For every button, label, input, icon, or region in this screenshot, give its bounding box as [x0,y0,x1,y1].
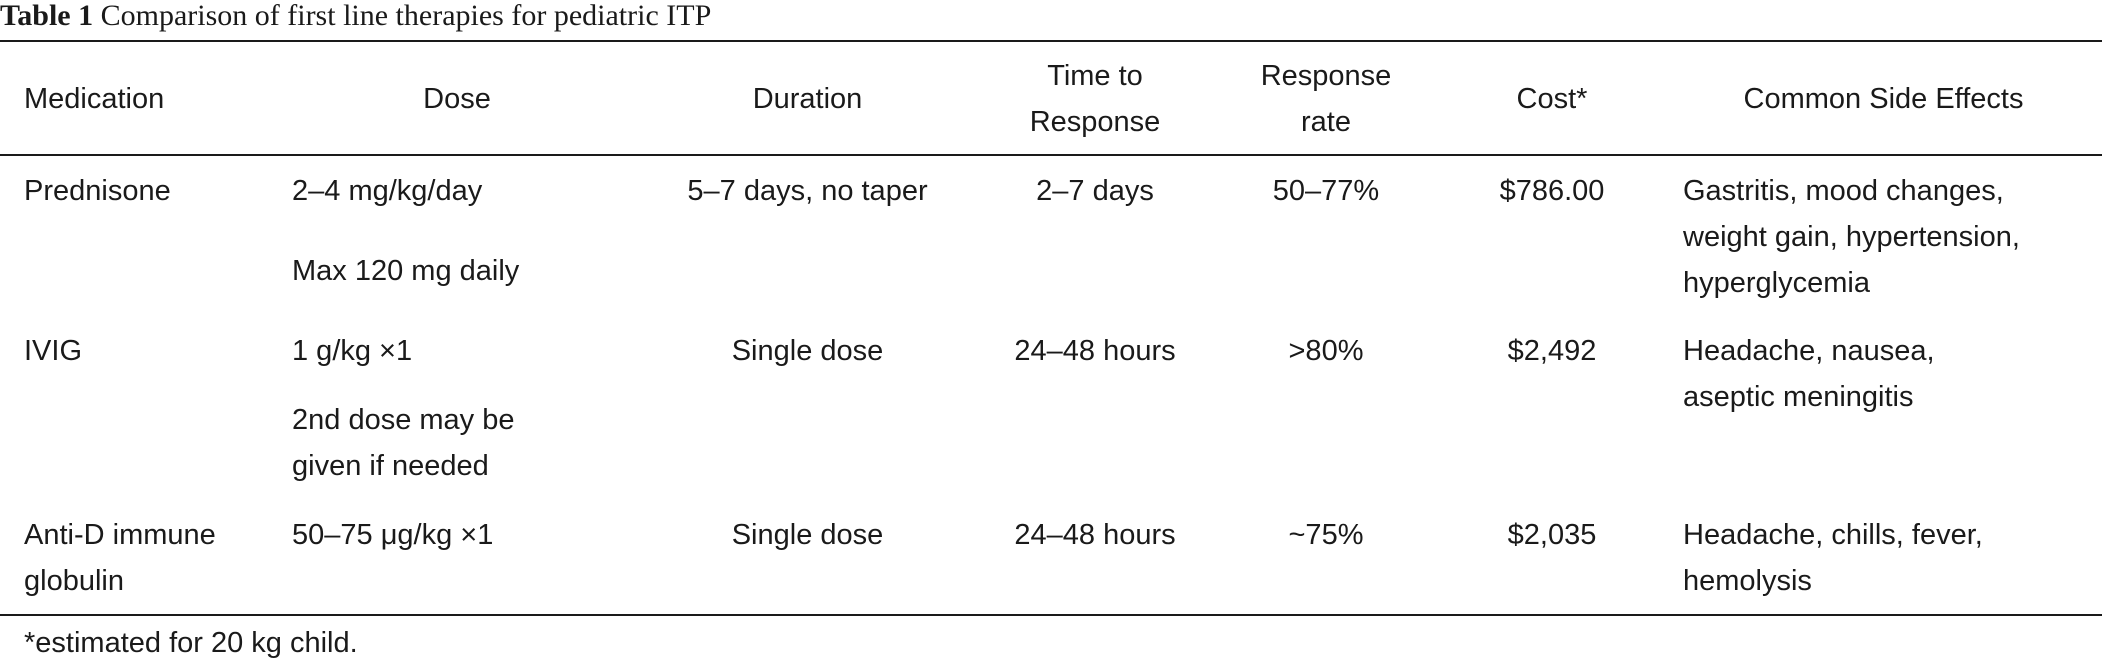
header-side-effects: Common Side Effects [1743,83,2024,115]
cell-medication: IVIG [24,335,83,367]
table-title: Comparison of first line therapies for p… [100,0,712,32]
table-top-rule [0,40,2102,42]
cell-side-effects-line2: aseptic meningitis [1683,381,1914,413]
table-label: Table 1 [0,0,94,32]
table-footnote: *estimated for 20 kg child. [24,627,358,659]
cell-dose-note-line1: 2nd dose may be [292,404,515,436]
cell-response-rate: ~75% [1288,519,1364,551]
table-caption: Table 1 Comparison of first line therapi… [0,0,711,40]
cell-cost: $2,035 [1507,519,1597,551]
cell-time-to-response: 24–48 hours [1014,519,1176,551]
header-time-to-response-line2: Response [1029,106,1161,138]
cell-side-effects-line2: hemolysis [1683,565,1812,597]
header-medication: Medication [24,83,165,115]
cell-dose-note: Max 120 mg daily [292,255,520,287]
cell-time-to-response: 2–7 days [1036,175,1154,207]
table-header-rule [0,154,2102,156]
header-dose: Dose [423,83,491,115]
header-time-to-response-line1: Time to [1047,60,1143,92]
table-bottom-rule [0,614,2102,616]
cell-cost: $2,492 [1507,335,1597,367]
cell-dose: 1 g/kg ×1 [292,335,413,367]
cell-dose-note-line2: given if needed [292,450,489,482]
header-response-rate-line2: rate [1301,106,1351,138]
cell-cost: $786.00 [1499,175,1605,207]
header-response-rate-line1: Response [1260,60,1392,92]
cell-side-effects-line1: Headache, chills, fever, [1683,519,1983,551]
cell-side-effects-line1: Headache, nausea, [1683,335,1935,367]
cell-dose: 50–75 μg/kg ×1 [292,519,494,551]
cell-duration: 5–7 days, no taper [687,175,928,207]
cell-response-rate: 50–77% [1272,175,1380,207]
cell-side-effects-line1: Gastritis, mood changes, [1683,175,2004,207]
cell-duration: Single dose [731,335,884,367]
cell-dose: 2–4 mg/kg/day [292,175,483,207]
cell-medication-line2: globulin [24,565,124,597]
cell-time-to-response: 24–48 hours [1014,335,1176,367]
cell-side-effects-line2: weight gain, hypertension, [1683,221,2020,253]
cell-side-effects-line3: hyperglycemia [1683,267,1870,299]
cell-medication-line1: Anti-D immune [24,519,216,551]
header-duration: Duration [752,83,863,115]
cell-medication: Prednisone [24,175,171,207]
cell-duration: Single dose [731,519,884,551]
cell-response-rate: >80% [1288,335,1364,367]
header-cost: Cost* [1516,83,1588,115]
